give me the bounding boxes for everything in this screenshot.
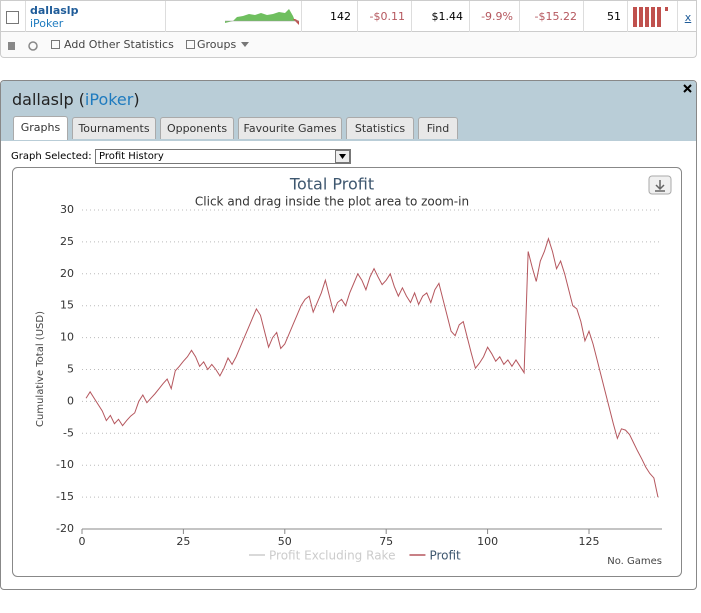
chart-title: Total Profit [289,175,374,194]
tab[interactable]: Favourite Games [238,117,342,139]
graph-select[interactable]: Profit History [95,149,351,164]
stat-cell: $1.44 [411,1,469,32]
player-row: dallaslp iPoker 142 -$0.11 $1.44 -9.9% -… [0,0,697,32]
export-icon [655,180,665,192]
toolbar-icons [8,41,38,51]
tab[interactable]: Tournaments [72,117,156,139]
y-tick-label: 15 [60,299,74,312]
close-icon[interactable] [683,84,693,94]
divider [165,1,166,32]
title-part: ) [133,90,140,109]
y-tick-label: 20 [60,267,74,280]
y-tick-label: 0 [67,394,74,407]
x-tick-label: 100 [477,535,498,548]
title-part: dallaslp ( [12,90,85,109]
tab[interactable]: Opponents [160,117,234,139]
stat-cell: -$0.11 [357,1,411,32]
x-tick-label: 125 [578,535,599,548]
title-part: iPoker [84,90,134,109]
y-tick-label: -10 [56,458,74,471]
toolbar: Add Other Statistics Groups [0,32,697,58]
chart-subtitle: Click and drag inside the plot area to z… [195,195,469,209]
y-tick-label: 10 [60,331,74,344]
stat-cell: -9.9% [469,1,519,32]
dropdown-arrow [241,42,249,47]
legend-label[interactable]: Profit Excluding Rake [269,549,395,563]
y-tick-label: 5 [67,363,74,376]
panel-title: dallaslp (iPoker) [12,90,140,109]
y-tick-label: -5 [63,426,74,439]
x-tick-label: 25 [176,535,190,548]
checkbox[interactable] [6,11,19,24]
stat-cell: -$15.22 [519,1,583,32]
remove-link[interactable]: x [677,1,698,32]
sparkline [225,9,299,25]
tab-active[interactable]: Graphs [13,116,68,140]
divider [25,1,26,32]
y-tick-label: 25 [60,235,74,248]
chart: Total Profit Click and drag inside the p… [12,167,682,577]
games-cell: 142 [301,1,357,32]
player-name[interactable]: dallaslp [30,4,79,17]
y-axis-label: Cumulative Total (USD) [35,311,46,427]
x-tick-label: 0 [79,535,86,548]
y-tick-label: 30 [60,203,74,216]
stat-cell: 51 [583,1,627,32]
profit-line [85,237,659,498]
tab[interactable]: Statistics [346,117,414,139]
groups-menu[interactable]: Groups [197,38,237,51]
legend-label[interactable]: Profit [429,549,461,563]
result-bars [627,1,668,32]
chart-frame [12,167,682,577]
add-statistics[interactable]: Add Other Statistics [64,38,174,51]
select-arrow [335,150,350,163]
x-tick-label: 50 [278,535,292,548]
tab[interactable]: Find [418,117,458,139]
player-site: iPoker [30,17,64,30]
x-tick-label: 75 [379,535,393,548]
graph-label: Graph Selected: [11,151,92,162]
y-tick-label: -15 [56,490,74,503]
y-tick-label: -20 [56,522,74,535]
add-icon [51,40,60,49]
groups-icon [186,40,195,49]
x-axis-label: No. Games [607,556,662,567]
